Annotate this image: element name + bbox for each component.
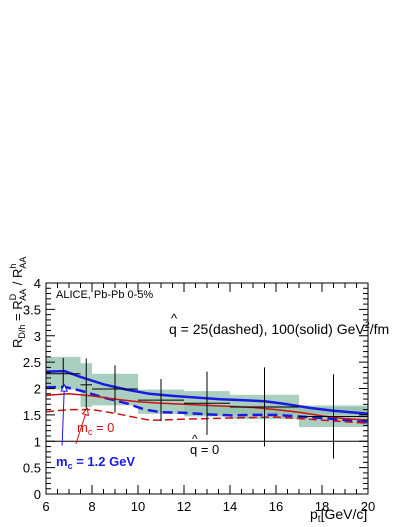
y-tick-label-2: 1 [34,434,41,449]
data-points [46,357,368,459]
y-axis: 0 0.5 1 1.5 2 2.5 3 3.5 4 [23,276,368,502]
svg-text:q = 25(dashed), 100(solid) GeV: q = 25(dashed), 100(solid) GeV2/fm [169,320,389,337]
y-tick-label-3: 1.5 [23,408,41,423]
y-axis-eq: = R [10,300,25,324]
qhat-q: q [169,321,177,337]
y-axis-r: R [10,339,25,348]
y-axis-sup-h: h [8,264,18,269]
mc-zero-label: mc = 0 [77,420,114,437]
y-axis-sub-aa1: AA [18,289,28,301]
qhat-zero-q: q [190,442,197,457]
y-axis-sub-dh: D/h [17,325,27,339]
qhat-label: ^ q = 25(dashed), 100(solid) GeV2/fm [169,311,389,337]
y-axis-sup-d: D [8,293,18,300]
x-axis-title: pt[GeV/c] [310,506,367,525]
y-axis-slash: / R [10,269,25,289]
arrow-mc12-head [60,383,68,392]
arrow-mc12-shaft [61,384,65,446]
x-tick-label-1: 8 [88,499,95,514]
experiment-label: ALICE, Pb-Pb 0-5% [56,289,153,301]
mc-zero-text: = 0 [92,420,114,435]
mc-zero-m: m [77,420,88,435]
x-tick-label-2: 10 [131,499,145,514]
y-axis-sub-aa2: AA [18,257,28,269]
svg-text:q = 0: q = 0 [190,442,219,457]
mc-12-text: = 1.2 GeV [73,454,136,469]
arrow-mc0-head [81,407,89,417]
y-tick-label-6: 3 [34,329,41,344]
qhat-suffix: /fm [370,321,389,337]
y-axis-title: RD/h = RDAA / RhAA [8,257,28,348]
x-axis-sub: t [318,514,321,525]
qhat-zero-label: ^ q = 0 [190,432,219,457]
series-line-3 [45,408,369,425]
x-axis-p: p [310,506,318,522]
qhat-hat: ^ [171,311,178,326]
x-axis-unit: [GeV/c] [321,506,368,522]
y-tick-label-1: 0.5 [23,461,41,476]
x-axis: 6 8 10 12 14 16 18 20 [42,283,375,514]
x-tick-label-6: 18 [315,499,329,514]
mc-12-label: mc = 1.2 GeV [56,454,135,471]
mc-12-m: m [56,454,68,469]
series-line-1 [45,385,369,424]
x-tick-label-4: 14 [223,499,237,514]
y-tick-label-5: 2.5 [23,355,41,370]
arrows [60,383,89,446]
y-tick-label-4: 2 [34,382,41,397]
y-tick-label-0: 0 [34,487,41,502]
x-tick-label-0: 6 [42,499,49,514]
qhat-zero-text: = 0 [197,442,219,457]
qhat-text: = 25(dashed), 100(solid) GeV [177,321,366,337]
mc-12-sub: c [68,461,73,471]
x-tick-label-7: 20 [361,499,375,514]
y-tick-label-8: 4 [34,276,41,291]
x-tick-label-3: 12 [177,499,191,514]
mc-zero-sub: c [88,427,93,437]
qhat-sup: 2 [365,320,370,330]
x-tick-label-5: 16 [269,499,283,514]
y-tick-label-7: 3.5 [23,302,41,317]
qhat-zero-hat: ^ [192,432,198,446]
